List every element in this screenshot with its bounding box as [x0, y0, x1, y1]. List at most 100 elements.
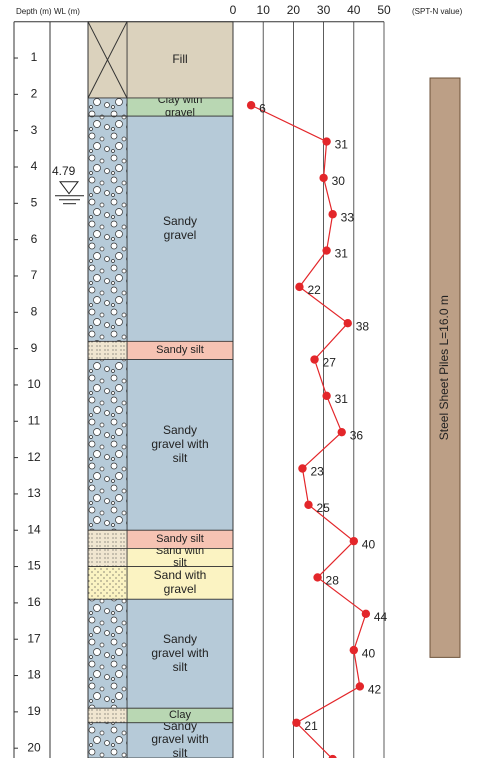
layer-name: Sandy gravel with silt	[151, 722, 209, 758]
spt-point	[319, 173, 328, 183]
spt-value-label: 31	[335, 392, 349, 406]
layer-label-box: Sand with silt	[156, 548, 204, 566]
layer-pattern	[87, 722, 128, 758]
fill-cross	[87, 21, 128, 99]
x-tick-label: 0	[230, 3, 237, 17]
spt-value-label: 6	[259, 101, 266, 115]
y-tick-label: 1	[31, 50, 38, 64]
spt-value-label: 28	[326, 574, 340, 588]
layer-name: Clay with gravel	[157, 97, 203, 117]
x-tick-label: 20	[287, 3, 301, 17]
spt-value-label: 31	[335, 138, 349, 152]
layer-name: Sandy gravel with silt	[151, 423, 209, 465]
spt-point	[322, 246, 331, 255]
spt-value-label: 30	[332, 174, 346, 188]
layer-pattern	[87, 359, 128, 531]
spt-value-label: 33	[341, 755, 355, 758]
y-tick-label: 18	[27, 668, 41, 682]
x-tick-label: 50	[377, 3, 391, 17]
layer-label-box: Sandy silt	[156, 532, 204, 545]
spt-value-label: 23	[310, 465, 324, 479]
layer-band	[126, 21, 234, 99]
x-tick-label: 30	[317, 3, 331, 17]
layer-name: Sand with gravel	[153, 568, 207, 596]
spt-value-label: 36	[350, 428, 364, 442]
spt-point	[295, 282, 304, 292]
water-level-mark	[59, 181, 79, 195]
layer-name: Sandy gravel with silt	[151, 632, 209, 674]
y-tick-label: 2	[31, 87, 38, 101]
x-tick-label: 10	[257, 3, 271, 17]
spt-point	[313, 573, 322, 582]
layer-band	[126, 722, 234, 758]
layer-name: Fill	[172, 51, 188, 66]
y-tick-label: 4	[31, 159, 38, 173]
spt-point	[349, 536, 358, 546]
y-tick-label: 11	[28, 413, 41, 427]
y-tick-label: 17	[27, 631, 41, 645]
sheet-piles	[429, 77, 461, 658]
y-tick-label: 8	[31, 304, 38, 318]
spt-point	[328, 754, 337, 758]
layer-label-box: Sand with gravel	[153, 568, 207, 596]
spt-value-label: 25	[317, 501, 331, 515]
spt-value-label: 33	[341, 210, 355, 224]
y-tick-label: 9	[31, 341, 38, 355]
spt-point	[292, 718, 301, 727]
spt-point	[298, 464, 307, 473]
layer-pattern	[87, 548, 128, 567]
y-tick-label: 13	[27, 486, 41, 500]
spt-point	[304, 500, 313, 510]
layer-name: Clay	[168, 709, 191, 722]
spt-point	[355, 682, 365, 691]
layer-pattern	[87, 598, 128, 709]
layer-label-box: Sandy silt	[156, 344, 204, 356]
layer-pattern	[87, 97, 128, 117]
y-tick-label: 5	[31, 195, 38, 209]
y-tick-label: 16	[27, 595, 41, 609]
water-level-label: 4.79	[52, 164, 76, 178]
layer-pattern	[87, 340, 128, 360]
x-tick-label: 40	[347, 3, 361, 17]
spt-value-label: 31	[335, 247, 349, 261]
layer-label-box: Fill	[172, 51, 188, 66]
layer-pattern	[87, 707, 128, 724]
spt-value-label: 44	[374, 610, 388, 624]
layer-band	[126, 115, 234, 342]
spt-point	[337, 427, 346, 437]
spt-point	[322, 137, 331, 146]
y-tick-label: 12	[27, 450, 41, 464]
layer-label-box: Sandy gravel	[162, 213, 198, 242]
spt-point	[343, 318, 352, 328]
y-tick-label: 10	[27, 377, 41, 391]
x-axis-label: (SPT-N value)	[412, 7, 463, 16]
layer-label-box: Clay with gravel	[157, 97, 203, 117]
layer-pattern	[87, 115, 128, 342]
layer-name: Sandy gravel	[162, 213, 198, 242]
layer-name: Sandy silt	[156, 532, 204, 545]
spt-line	[250, 104, 367, 758]
spt-point	[328, 210, 337, 219]
spt-value-label: 21	[304, 719, 318, 733]
layer-pattern	[87, 566, 128, 600]
spt-value-label: 27	[323, 356, 337, 370]
spt-value-label: 40	[362, 646, 376, 660]
layer-label-box: Sandy gravel with silt	[151, 722, 209, 758]
spt-value-label: 40	[362, 537, 376, 551]
layer-label-box: Sandy gravel with silt	[151, 632, 209, 674]
y-tick-label: 19	[27, 704, 41, 718]
y-tick-label: 3	[31, 123, 38, 137]
spt-value-label: 38	[356, 319, 370, 333]
layer-pattern	[87, 529, 128, 549]
y-tick-label: 15	[27, 559, 41, 573]
spt-value-label: 22	[307, 283, 321, 297]
spt-point	[361, 609, 371, 618]
y-tick-label: 6	[31, 232, 38, 246]
y-tick-label: 14	[27, 522, 41, 536]
layer-label-box: Sandy gravel with silt	[151, 423, 209, 465]
spt-point	[349, 645, 358, 655]
piles-label: Steel Sheet Piles L=16.0 m	[437, 295, 451, 440]
spt-value-label: 42	[368, 683, 382, 697]
wl-label: WL (m)	[54, 7, 80, 16]
